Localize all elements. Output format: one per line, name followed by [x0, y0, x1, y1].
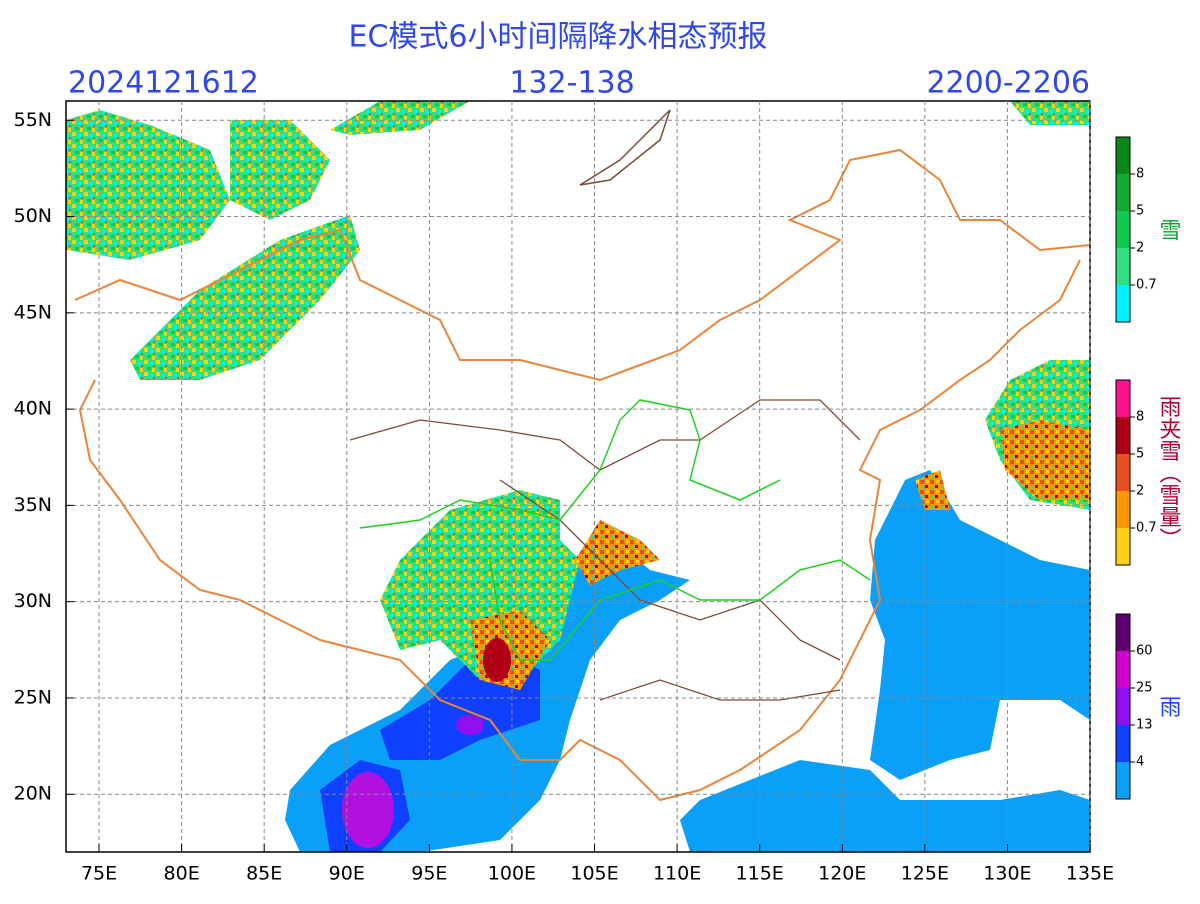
x-tick-label: 85E: [246, 863, 282, 885]
sleet-area-heavy: [483, 638, 511, 682]
x-tick-label: 125E: [901, 863, 949, 885]
rain-area-storm: [342, 772, 394, 848]
y-tick-label: 45N: [14, 301, 52, 323]
colorbar-segment: [1116, 174, 1130, 211]
snow-area: [66, 110, 230, 260]
snow-area: [330, 101, 470, 135]
x-tick-label: 120E: [818, 863, 866, 885]
x-tick-label: 90E: [329, 863, 365, 885]
x-tick-label: 130E: [983, 863, 1031, 885]
colorbar-segment: [1116, 285, 1130, 322]
colorbar-segment: [1116, 137, 1130, 174]
y-tick-label: 50N: [14, 205, 52, 227]
precipitation: [66, 101, 1090, 852]
x-tick-label: 80E: [164, 863, 200, 885]
colorbar-segment: [1116, 380, 1130, 417]
x-tick-label: 135E: [1066, 863, 1114, 885]
x-tick-label: 100E: [488, 863, 536, 885]
colorbar-segment: [1116, 417, 1130, 454]
snow-area: [1010, 101, 1090, 125]
sleet-area: [915, 470, 950, 510]
colorbar-segment: [1116, 762, 1130, 799]
y-tick-label: 20N: [14, 783, 52, 805]
colorbar-tick-label: 8: [1136, 167, 1144, 182]
colorbar-segment: [1116, 491, 1130, 528]
colorbar-tick-label: 2: [1136, 484, 1144, 499]
rain-area: [870, 470, 1090, 780]
lake-baikal: [579, 109, 671, 186]
colorbar-tick-label: 0.7: [1136, 521, 1157, 536]
colorbar-segment: [1116, 651, 1130, 688]
colorbar-segment: [1116, 688, 1130, 725]
country-border: [74, 148, 1090, 802]
y-tick-label: 30N: [14, 590, 52, 612]
snow-area: [130, 215, 360, 380]
init-time: 2024121612: [68, 66, 259, 101]
valid-time: 2200-2206: [926, 66, 1090, 101]
sleet-area: [575, 520, 660, 585]
sleet-area: [1000, 420, 1090, 500]
colorbar-segment: [1116, 528, 1130, 565]
colorbar-segment: [1116, 211, 1130, 248]
y-tick-label: 40N: [14, 398, 52, 420]
colorbar-segment: [1116, 248, 1130, 285]
plot-frame: [65, 100, 1091, 853]
colorbar-segment: [1116, 614, 1130, 651]
colorbar-segment: [1116, 454, 1130, 491]
colorbar-tick-label: 60: [1136, 644, 1153, 659]
y-tick-label: 55N: [14, 109, 52, 131]
province-border: [349, 399, 861, 701]
y-tick-label: 25N: [14, 686, 52, 708]
colorbar-frame: [1115, 613, 1131, 800]
colorbar-segment: [1116, 725, 1130, 762]
x-tick-label: 105E: [570, 863, 618, 885]
rain-area: [680, 760, 1090, 852]
x-tick-label: 75E: [81, 863, 117, 885]
colorbar-tick-label: 4: [1136, 755, 1144, 770]
x-tick-label: 95E: [411, 863, 447, 885]
forecast-hours: 132-138: [509, 66, 634, 101]
colorbar-tick-label: 5: [1136, 204, 1144, 219]
colorbar-tick-label: 8: [1136, 410, 1144, 425]
colorbar-tick-label: 5: [1136, 447, 1144, 462]
legend-label: 雨夹雪（雪量）: [1156, 396, 1182, 550]
title: EC模式6小时间隔降水相态预报: [349, 20, 768, 55]
river: [359, 399, 871, 661]
y-tick-label: 35N: [14, 494, 52, 516]
colorbar-frame: [1115, 136, 1131, 323]
x-tick-label: 110E: [653, 863, 701, 885]
rain-area-storm: [456, 715, 484, 735]
colorbar-tick-label: 0.7: [1136, 278, 1157, 293]
colorbar-frame: [1115, 379, 1131, 566]
x-tick-label: 115E: [736, 863, 784, 885]
legend-label: 雨: [1156, 696, 1181, 718]
colorbar-tick-label: 2: [1136, 241, 1144, 256]
colorbar-tick-label: 25: [1136, 681, 1153, 696]
legend-label: 雪: [1156, 219, 1181, 241]
snow-area: [230, 120, 330, 220]
colorbar-tick-label: 13: [1136, 718, 1153, 733]
